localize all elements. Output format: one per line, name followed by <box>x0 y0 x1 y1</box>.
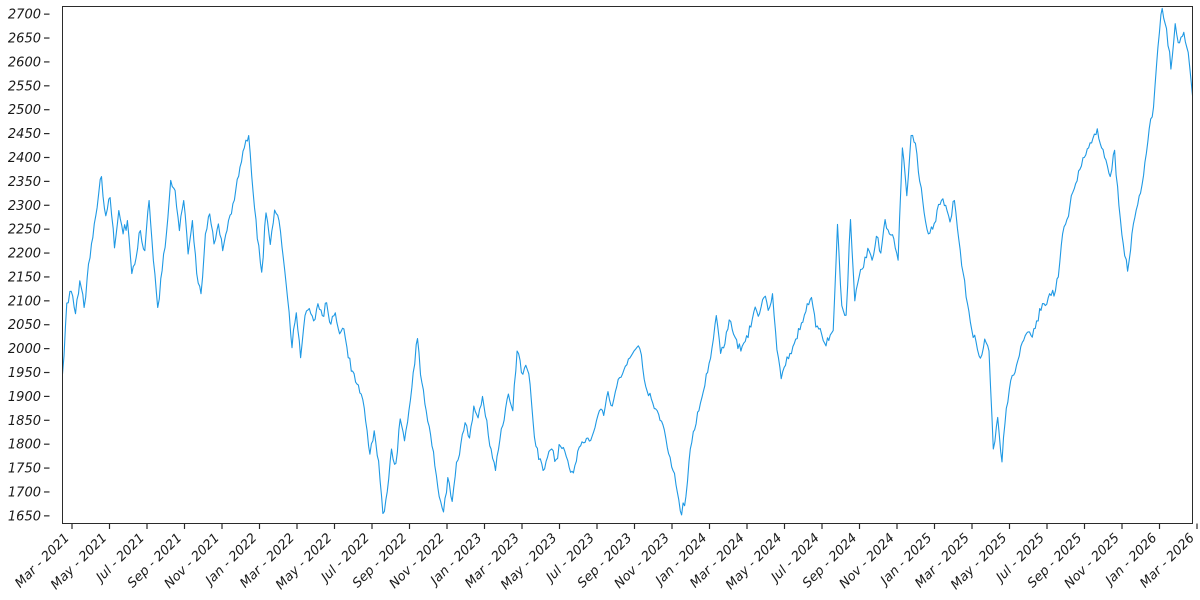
y-tick-label: 2550 <box>8 79 41 94</box>
price-line <box>61 7 1194 516</box>
y-tick-label: 2600 <box>8 55 41 70</box>
y-tick-label: 1700 <box>8 485 41 500</box>
y-tick-label: 1650 <box>8 509 41 524</box>
y-tick-label: 1750 <box>8 462 41 477</box>
y-axis: 1650 1700 1750 1800 1850 1900 1950 2000 2050 2100… <box>8 8 50 524</box>
y-tick-label: 2700 <box>8 8 41 23</box>
y-tick-label: 1950 <box>8 366 41 381</box>
y-tick-label: 2200 <box>8 247 41 262</box>
y-tick-label: 2300 <box>8 199 41 214</box>
y-tick-label: 2450 <box>8 127 41 142</box>
plot-area <box>62 6 1193 524</box>
y-tick-label: 2050 <box>8 318 41 333</box>
y-tick-label: 2400 <box>8 151 41 166</box>
y-tick-label: 2500 <box>8 103 41 118</box>
y-tick-label: 2100 <box>8 294 41 309</box>
plot-frame <box>62 6 1193 524</box>
y-tick-label: 2150 <box>8 270 41 285</box>
y-tick-label: 2000 <box>8 342 41 357</box>
y-tick-label: 2250 <box>8 223 41 238</box>
y-tick-label: 1800 <box>8 438 41 453</box>
y-tick-label: 2350 <box>8 175 41 190</box>
y-tick-label: 2650 <box>8 32 41 47</box>
y-tick-label: 1850 <box>8 414 41 429</box>
y-tick-label: 1900 <box>8 390 41 405</box>
